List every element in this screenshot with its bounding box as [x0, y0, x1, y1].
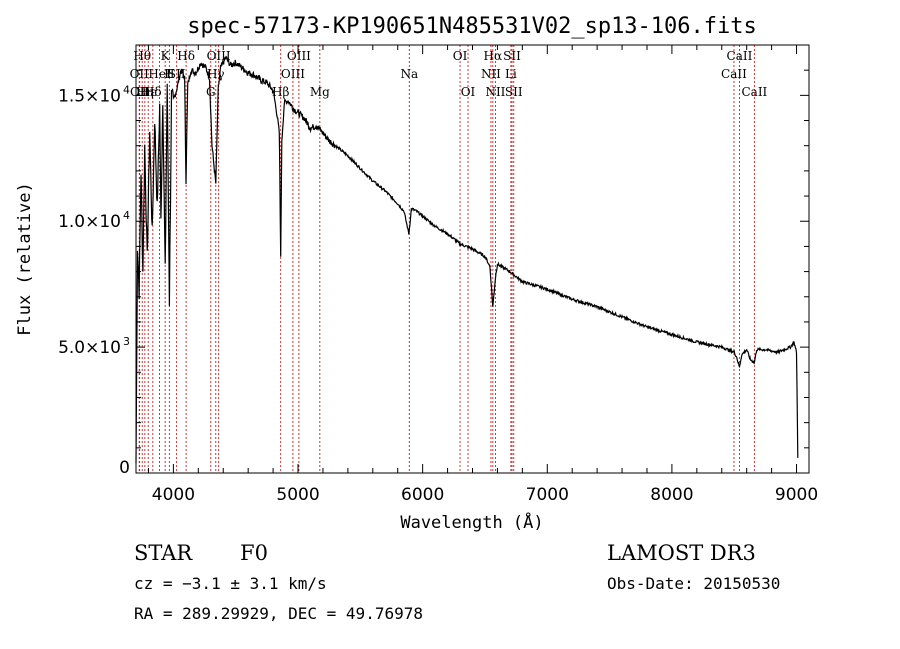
line-label-19: OI	[453, 49, 468, 63]
x-tick-label-4: 8000	[650, 485, 693, 505]
line-label-15: OIII	[281, 67, 305, 81]
y-tick-exponent-3: 4	[123, 83, 130, 96]
object-class: STAR	[134, 541, 193, 565]
observation-date: Obs-Date: 20150530	[607, 574, 780, 593]
line-label-22: Hα	[484, 49, 503, 63]
x-axis-ticks: 4000 5000 6000 7000 8000 9000	[147, 45, 818, 505]
line-label-6: HeI	[148, 67, 171, 81]
chart-title: spec-57173-KP190651N485531V02_sp13-106.f…	[187, 14, 757, 39]
x-tick-label-5: 9000	[775, 485, 818, 505]
line-label-20: OI	[461, 85, 476, 99]
y-tick-label-3: 1.5×10	[58, 86, 121, 106]
line-label-17: Mg	[310, 85, 330, 99]
line-label-26: SII	[505, 85, 523, 99]
plot-frame	[135, 44, 810, 474]
line-label-21: NII	[481, 67, 501, 81]
line-label-16: OIII	[287, 49, 311, 63]
line-label-24: Li	[505, 67, 517, 81]
line-label-23: NII	[485, 85, 505, 99]
coordinates: RA = 289.29929, DEC = 49.76978	[134, 604, 423, 623]
line-label-0: OII	[130, 67, 150, 81]
x-tick-label-1: 5000	[276, 485, 319, 505]
spectrum-line	[135, 55, 799, 464]
object-subclass: F0	[240, 541, 268, 565]
x-axis-label: Wavelength (Å)	[400, 511, 543, 533]
line-label-10: Hδ	[177, 49, 195, 63]
x-tick-label-2: 6000	[401, 485, 444, 505]
spectral-line-markers	[138, 45, 755, 473]
y-tick-label-0: 0	[119, 458, 130, 478]
y-tick-exponent-1: 3	[123, 335, 130, 348]
y-tick-label-2: 1.0×10	[58, 212, 121, 232]
redshift-cz: cz = −3.1 ± 3.1 km/s	[134, 574, 327, 593]
y-axis-label: Flux (relative)	[15, 182, 35, 336]
survey-name: LAMOST DR3	[607, 541, 756, 565]
line-label-28: CaII	[727, 49, 753, 63]
x-tick-label-0: 4000	[152, 485, 195, 505]
line-label-27: CaII	[721, 67, 747, 81]
line-label-14: Hβ	[272, 85, 289, 99]
line-label-29: CaII	[741, 85, 767, 99]
line-label-2: Hθ	[133, 49, 151, 63]
y-tick-exponent-2: 4	[123, 209, 130, 222]
x-tick-label-3: 7000	[526, 485, 569, 505]
line-label-25: SII	[503, 49, 521, 63]
line-label-8: H	[164, 67, 174, 81]
y-tick-label-1: 5.0×10	[58, 338, 121, 358]
line-label-7: K	[161, 49, 171, 63]
line-label-18: Na	[400, 67, 418, 81]
line-label-5: Hδ	[144, 85, 162, 99]
spectral-line-labels: OIIOIIHθHηHεHδHeIKHSIIHδGHγOIIIHβOIIIOII…	[130, 49, 768, 99]
line-label-11: G	[206, 85, 216, 99]
